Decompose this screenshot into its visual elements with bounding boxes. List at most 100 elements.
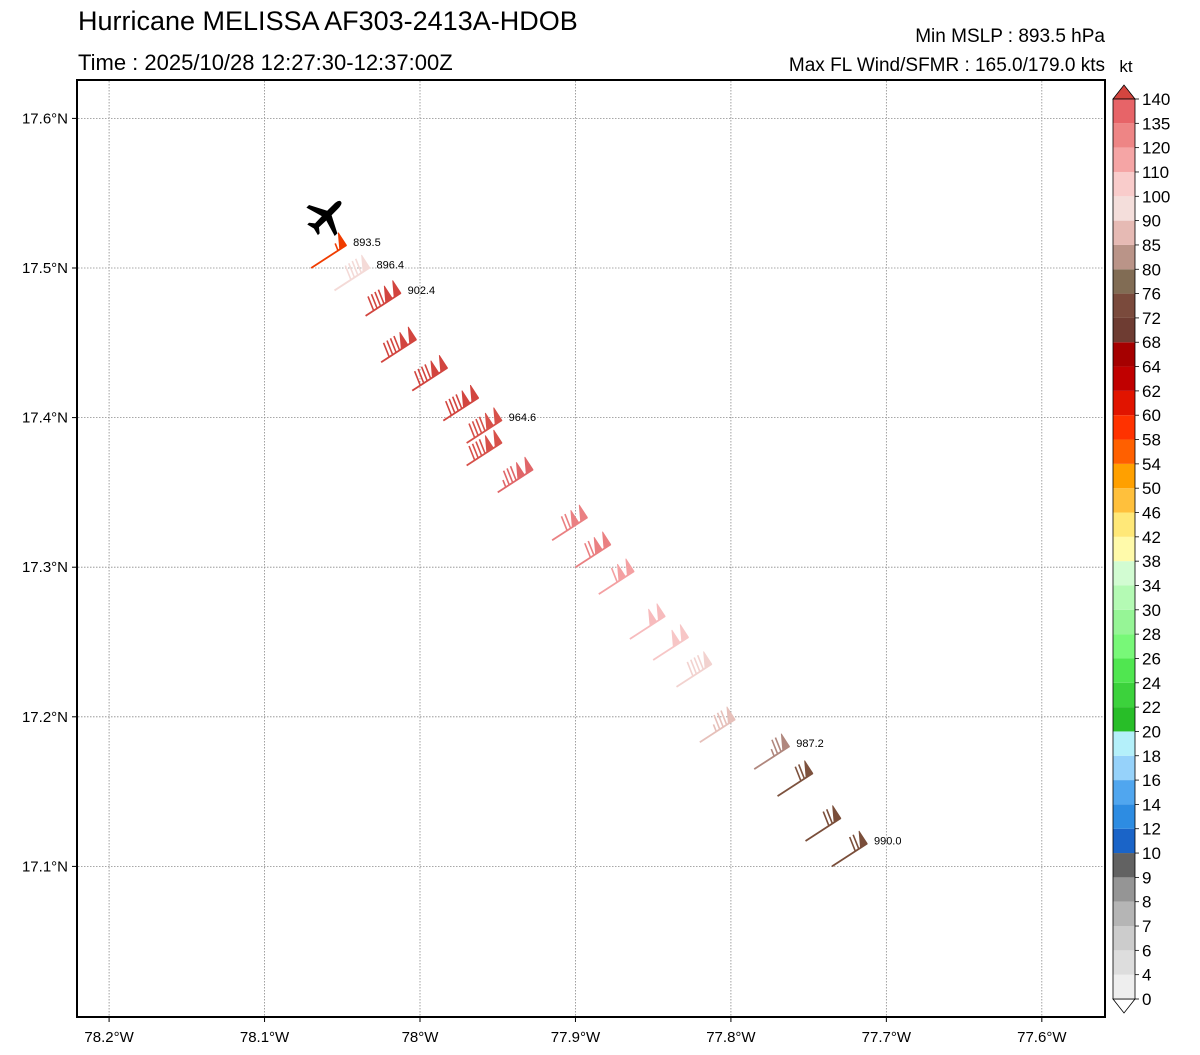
wind-barb: 990.0 xyxy=(831,830,902,868)
lon-tick-label: 77.7°W xyxy=(862,1029,912,1046)
barb-line xyxy=(610,567,618,583)
barb-line xyxy=(478,416,486,432)
colorbar-swatch xyxy=(1113,512,1135,537)
barb-line xyxy=(354,258,363,274)
barb-flag xyxy=(493,407,503,426)
barb-line xyxy=(370,293,378,309)
barb-flag xyxy=(593,536,603,555)
wind-barb xyxy=(380,326,417,364)
barb-line xyxy=(848,836,857,852)
barb-flag xyxy=(780,733,791,752)
barb-flag xyxy=(383,285,393,304)
wind-barb xyxy=(574,531,612,568)
colorbar-swatch xyxy=(1113,974,1135,999)
lat-tick-label: 17.2°N xyxy=(22,709,68,726)
barb-flag xyxy=(430,360,440,379)
colorbar-tick-label: 24 xyxy=(1142,674,1161,693)
colorbar-swatch xyxy=(1113,171,1135,197)
colorbar-tick-label: 42 xyxy=(1142,528,1161,547)
colorbar-tick-label: 110 xyxy=(1142,163,1169,182)
barb-flag xyxy=(656,603,666,622)
colorbar-swatch xyxy=(1113,244,1135,270)
colorbar-swatch xyxy=(1113,609,1135,635)
colorbar-tick-label: 76 xyxy=(1142,285,1161,304)
colorbar-swatch xyxy=(1113,561,1135,586)
colorbar-swatch xyxy=(1113,99,1135,124)
barb-line xyxy=(475,418,483,434)
barb-line xyxy=(344,265,352,281)
lon-tick-label: 77.9°W xyxy=(551,1029,601,1046)
wind-barb xyxy=(805,805,842,842)
colorbar-tick-label: 16 xyxy=(1142,771,1161,790)
colorbar-tick-label: 85 xyxy=(1142,236,1161,255)
barb-flag xyxy=(648,608,658,627)
colorbar-swatch xyxy=(1113,828,1135,854)
barb-flag xyxy=(617,563,627,582)
barb-flag xyxy=(832,805,842,824)
wind-barb xyxy=(699,706,736,743)
barb-line xyxy=(720,710,728,726)
colorbar-swatch xyxy=(1113,147,1135,172)
lat-tick-label: 17.6°N xyxy=(22,110,68,127)
wind-barb: 893.5 xyxy=(310,232,381,269)
colorbar-swatch xyxy=(1113,269,1135,294)
barb-line xyxy=(564,513,572,529)
lon-tick-label: 77.8°W xyxy=(706,1029,756,1046)
colorbar-swatch xyxy=(1113,415,1135,440)
barb-flag xyxy=(407,326,417,345)
wind-barb xyxy=(411,354,449,392)
colorbar-swatch xyxy=(1113,293,1135,318)
colorbar-tick-label: 58 xyxy=(1142,431,1161,450)
wind-barb: 964.6 xyxy=(466,407,536,444)
barb-line xyxy=(420,366,428,382)
barb-line xyxy=(468,423,476,439)
barb-line xyxy=(797,764,806,779)
barb-flag xyxy=(361,254,371,273)
colorbar-tick-label: 10 xyxy=(1142,844,1161,863)
barb-line xyxy=(502,470,511,486)
colorbar-swatch xyxy=(1113,390,1135,416)
barb-line xyxy=(584,542,592,558)
barb-line xyxy=(475,441,483,457)
barb-line xyxy=(696,654,705,670)
colorbar-tick-label: 7 xyxy=(1142,917,1151,936)
barb-line xyxy=(417,368,425,384)
colorbar-tick-label: 26 xyxy=(1142,649,1161,668)
barb-half-line xyxy=(770,748,775,757)
barb-flag xyxy=(578,504,588,523)
barb-line xyxy=(693,657,701,672)
colorbar-swatch xyxy=(1113,731,1135,756)
lat-tick-label: 17.4°N xyxy=(22,410,68,427)
barb-flag xyxy=(484,412,495,431)
barb-flag xyxy=(679,624,689,643)
barb-line xyxy=(794,766,802,782)
barb-line xyxy=(471,421,479,436)
map-frame xyxy=(76,79,1106,1018)
colorbar-tick-label: 18 xyxy=(1142,747,1161,766)
lat-tick-label: 17.3°N xyxy=(22,559,68,576)
pressure-label: 990.0 xyxy=(874,835,902,847)
colorbar-swatch xyxy=(1113,804,1135,829)
barb-flag xyxy=(515,462,526,481)
colorbar-tick-label: 14 xyxy=(1142,795,1161,814)
barb-line xyxy=(348,262,356,278)
colorbar-swatch xyxy=(1113,634,1135,659)
wind-barb xyxy=(442,384,480,422)
max-wind: Max FL Wind/SFMR : 165.0/179.0 kts xyxy=(788,55,1105,76)
barb-line xyxy=(774,737,782,753)
barb-line xyxy=(448,398,456,414)
colorbar-swatch xyxy=(1113,196,1135,221)
wind-barb xyxy=(629,603,666,640)
wind-barb xyxy=(497,456,534,494)
wind-barbs: 893.5 896.4 902.4 964.6 987.2 990.0 xyxy=(310,232,902,868)
colorbar-tick-label: 50 xyxy=(1142,479,1161,498)
colorbar-swatch xyxy=(1113,342,1135,367)
barb-line xyxy=(471,443,479,459)
colorbar-high-extend xyxy=(1112,84,1136,100)
lat-tick-label: 17.1°N xyxy=(22,858,68,875)
barb-flag xyxy=(804,760,814,779)
barb-line xyxy=(716,712,724,728)
barb-line xyxy=(413,370,422,386)
colorbar-tick-label: 68 xyxy=(1142,333,1161,352)
